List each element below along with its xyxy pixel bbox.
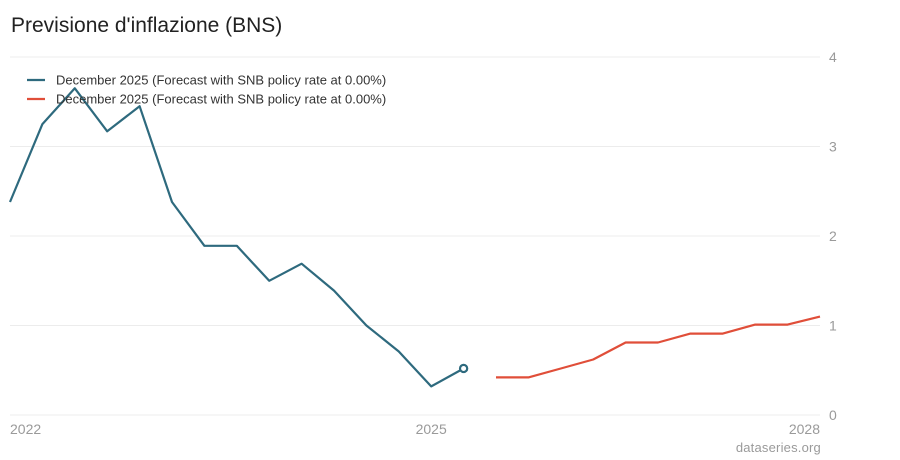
series-line-0 xyxy=(8,87,465,388)
series-lines xyxy=(8,87,821,388)
y-tick-label: 2 xyxy=(829,228,837,244)
y-tick-label: 0 xyxy=(829,407,837,423)
x-axis-ticks: 2022 2025 2028 xyxy=(10,421,820,437)
last-point-marker xyxy=(458,363,469,374)
y-tick-label: 3 xyxy=(829,139,837,155)
legend: December 2025 (Forecast with SNB policy … xyxy=(27,73,386,107)
legend-label-1: December 2025 (Forecast with SNB policy … xyxy=(56,92,386,107)
y-tick-label: 4 xyxy=(829,49,837,65)
legend-label-0: December 2025 (Forecast with SNB policy … xyxy=(56,73,386,88)
y-axis-ticks: 0 1 2 3 4 xyxy=(829,49,837,423)
x-tick-label: 2022 xyxy=(10,421,41,437)
x-tick-label: 2025 xyxy=(416,421,447,437)
y-tick-label: 1 xyxy=(829,318,837,334)
x-tick-label: 2028 xyxy=(789,421,820,437)
source-label: dataseries.org xyxy=(735,440,821,455)
chart-title: Previsione d'inflazione (BNS) xyxy=(11,14,283,37)
grid-lines xyxy=(10,56,820,416)
